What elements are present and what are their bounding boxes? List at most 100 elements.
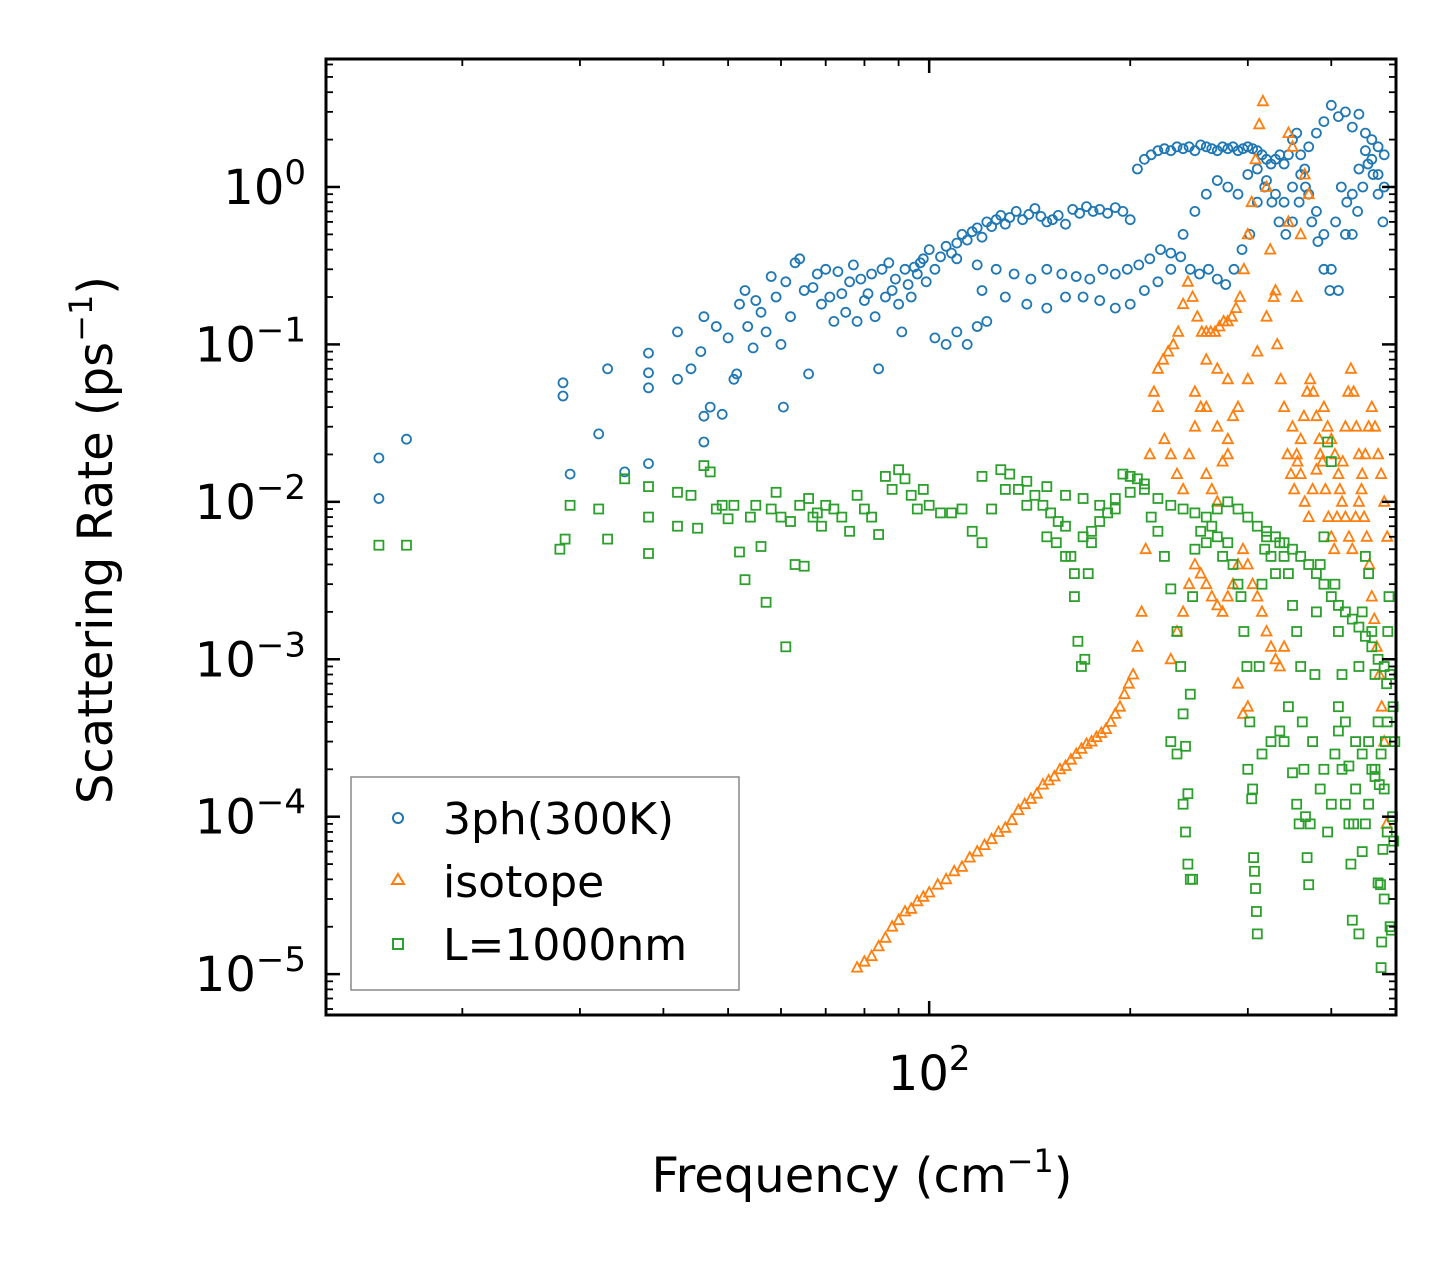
data-point [1004,212,1016,223]
data-point [755,306,767,318]
data-point [985,831,999,845]
data-point [1261,525,1272,537]
data-point [1194,268,1205,280]
data-point [1357,509,1371,522]
data-point [1270,531,1281,543]
data-point [1269,283,1282,296]
data-point [905,489,917,501]
data-point [1353,661,1365,672]
data-point [1037,499,1049,511]
data-point [734,298,745,310]
data-point [1052,209,1064,221]
data-point [1077,291,1089,303]
data-point [1242,169,1254,180]
data-point [1371,446,1385,460]
data-point [1109,493,1121,504]
data-point [1221,431,1235,445]
data-point [1139,285,1150,296]
data-point [1377,216,1389,228]
data-point [1306,384,1320,397]
data-point [862,288,874,300]
data-point [1387,701,1399,713]
data-point [1333,600,1344,611]
data-point [1312,236,1324,248]
data-point [1109,268,1121,280]
data-point [728,499,740,511]
data-point [1325,99,1337,111]
data-point [1303,141,1315,153]
legend-label-isotope: isotope [443,857,604,908]
data-point [1314,783,1326,795]
y-tick-exp: −5 [256,940,306,980]
data-point [1322,436,1333,448]
data-point [1311,205,1322,217]
data-point [1295,551,1307,562]
data-point [1236,706,1250,719]
data-point [1294,431,1308,445]
data-point [1313,446,1327,460]
data-point [1188,384,1202,397]
data-point [1182,858,1194,870]
data-point [1217,141,1228,153]
data-point [698,460,710,472]
data-point [976,285,988,296]
data-point [873,363,884,375]
data-point [1025,273,1037,285]
data-point [1053,761,1067,775]
data-point [1260,624,1273,637]
data-point [1104,714,1118,727]
data-point [1325,798,1337,810]
data-point [1369,771,1381,782]
data-point [1270,188,1281,200]
data-point [976,470,988,482]
data-point [1199,576,1213,590]
data-point [1029,203,1041,214]
data-point [811,507,823,519]
data-point [643,382,654,394]
data-point [1145,511,1157,523]
data-point [1350,736,1361,747]
data-point [1297,408,1311,422]
data-point [1200,141,1212,153]
data-point [1315,454,1329,467]
data-point [816,298,827,310]
data-point [990,263,1002,275]
data-point [1005,812,1019,826]
data-point [1084,273,1096,285]
data-point [1368,419,1382,432]
data-point [1378,783,1390,795]
data-point [1221,446,1235,460]
data-point [1333,481,1347,495]
data-point [710,321,722,332]
data-point [1166,336,1180,350]
data-point [1139,541,1153,555]
data-point [1304,818,1316,830]
data-point [1333,725,1344,737]
legend-frame [350,776,740,991]
data-point [1200,511,1212,523]
data-point [785,516,796,527]
data-point [685,363,697,375]
data-point [1171,324,1185,337]
data-point [1021,499,1033,511]
data-point [1199,352,1213,365]
data-point [1363,736,1374,747]
data-point [1023,208,1035,220]
data-point [1369,669,1381,680]
data-point [747,342,759,354]
data-point [971,259,983,271]
data-point [1072,635,1084,647]
data-point [1082,568,1094,579]
data-point [869,311,881,323]
data-point [1270,336,1284,350]
data-point [1231,399,1245,413]
data-point [1333,285,1344,296]
data-point [1247,783,1258,795]
data-point [373,452,385,464]
data-point [1286,139,1299,152]
data-point [1133,259,1145,271]
data-point [1347,384,1361,397]
data-point [1376,936,1388,948]
data-point [911,268,923,280]
data-point [1181,274,1195,287]
